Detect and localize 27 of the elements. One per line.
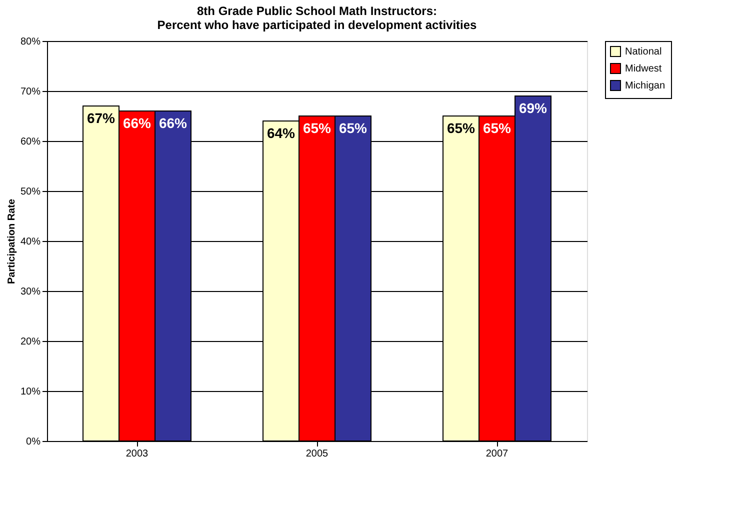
legend-label: Midwest [625, 64, 662, 74]
y-axis-title: Participation Rate [6, 198, 18, 284]
y-tick-label: 80% [20, 36, 41, 48]
legend-label: Michigan [625, 80, 666, 92]
y-tick-label: 70% [20, 86, 41, 98]
y-tick-label: 40% [20, 236, 41, 248]
data-label: 65% [482, 120, 512, 136]
data-label: 69% [518, 100, 548, 116]
text: Percent who have participated in development activities [157, 18, 477, 32]
data-label: 65% [302, 120, 332, 136]
y-tick-label: 60% [20, 136, 41, 148]
y-tick-label: 0% [26, 436, 41, 448]
data-label: 65% [446, 120, 476, 136]
data-label: 65% [338, 120, 368, 136]
y-tick-label: 20% [20, 336, 41, 348]
data-label: 66% [158, 115, 188, 131]
legend-label: National [625, 46, 662, 58]
data-label: 64% [266, 125, 296, 141]
data-label: 66% [122, 115, 152, 131]
x-tick-label: 2003 [126, 448, 149, 460]
data-label: 67% [86, 110, 116, 126]
x-tick-label: 2005 [306, 448, 329, 460]
text: 8th Grade Public School Math Instructors: [196, 4, 438, 18]
y-tick-label: 50% [20, 186, 41, 198]
x-tick-label: 2007 [486, 448, 509, 460]
y-tick-label: 30% [20, 286, 41, 298]
y-tick-label: 10% [20, 386, 41, 398]
